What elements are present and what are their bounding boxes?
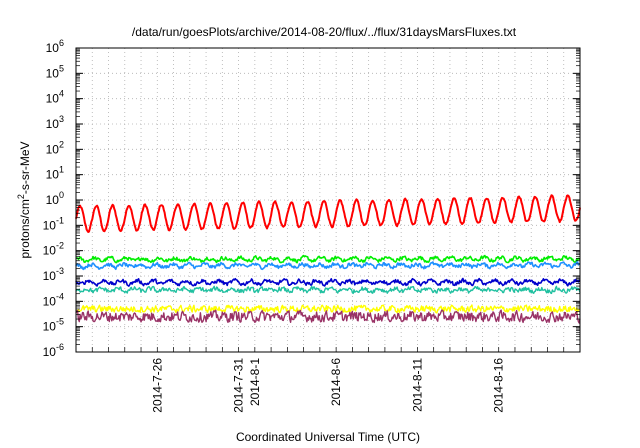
y-tick-label: 104 (46, 89, 64, 106)
series-line (75, 304, 581, 314)
series-line (75, 254, 581, 264)
series-line (75, 194, 581, 233)
x-tick-label: 2014-7-26 (150, 358, 164, 413)
y-tick-label: 103 (46, 114, 64, 131)
chart-title: /data/run/goesPlots/archive/2014-08-20/f… (132, 25, 517, 39)
x-tick-label: 2014-8-1 (248, 358, 262, 406)
x-tick-label: 2014-8-16 (492, 358, 506, 413)
series-line (75, 309, 581, 324)
y-axis-ticks: 10-6 10-5 10-4 10-3 10-2 10-1 100 101 102 103 104 1… (43, 38, 580, 359)
x-tick-label: 2014-7-31 (232, 358, 246, 413)
series-line (75, 285, 581, 295)
y-tick-label: 10-1 (43, 215, 64, 232)
x-axis-label: Coordinated Universal Time (UTC) (236, 430, 420, 444)
data-series (75, 194, 581, 324)
y-tick-label: 102 (46, 139, 64, 156)
series-line (75, 261, 581, 271)
y-tick-label: 10-2 (43, 241, 64, 258)
y-tick-label: 100 (46, 190, 64, 207)
y-tick-label: 101 (46, 165, 64, 182)
x-tick-label: 2014-8-11 (410, 358, 424, 412)
y-axis-label: protons/cm2-s-sr-MeV (16, 141, 32, 258)
grid-lines (76, 48, 580, 352)
x-axis-ticks: 2014-7-26 2014-7-31 2014-8-1 2014-8-6 2014-8… (91, 347, 565, 413)
x-tick-label: 2014-8-6 (329, 358, 343, 406)
y-tick-label: 105 (46, 63, 64, 80)
y-tick-label: 10-4 (43, 291, 64, 308)
y-tick-label: 10-5 (43, 317, 64, 334)
series-line (75, 277, 581, 287)
y-tick-label: 10-6 (43, 342, 64, 359)
y-tick-label: 10-3 (43, 266, 64, 283)
y-tick-label: 106 (46, 38, 64, 55)
